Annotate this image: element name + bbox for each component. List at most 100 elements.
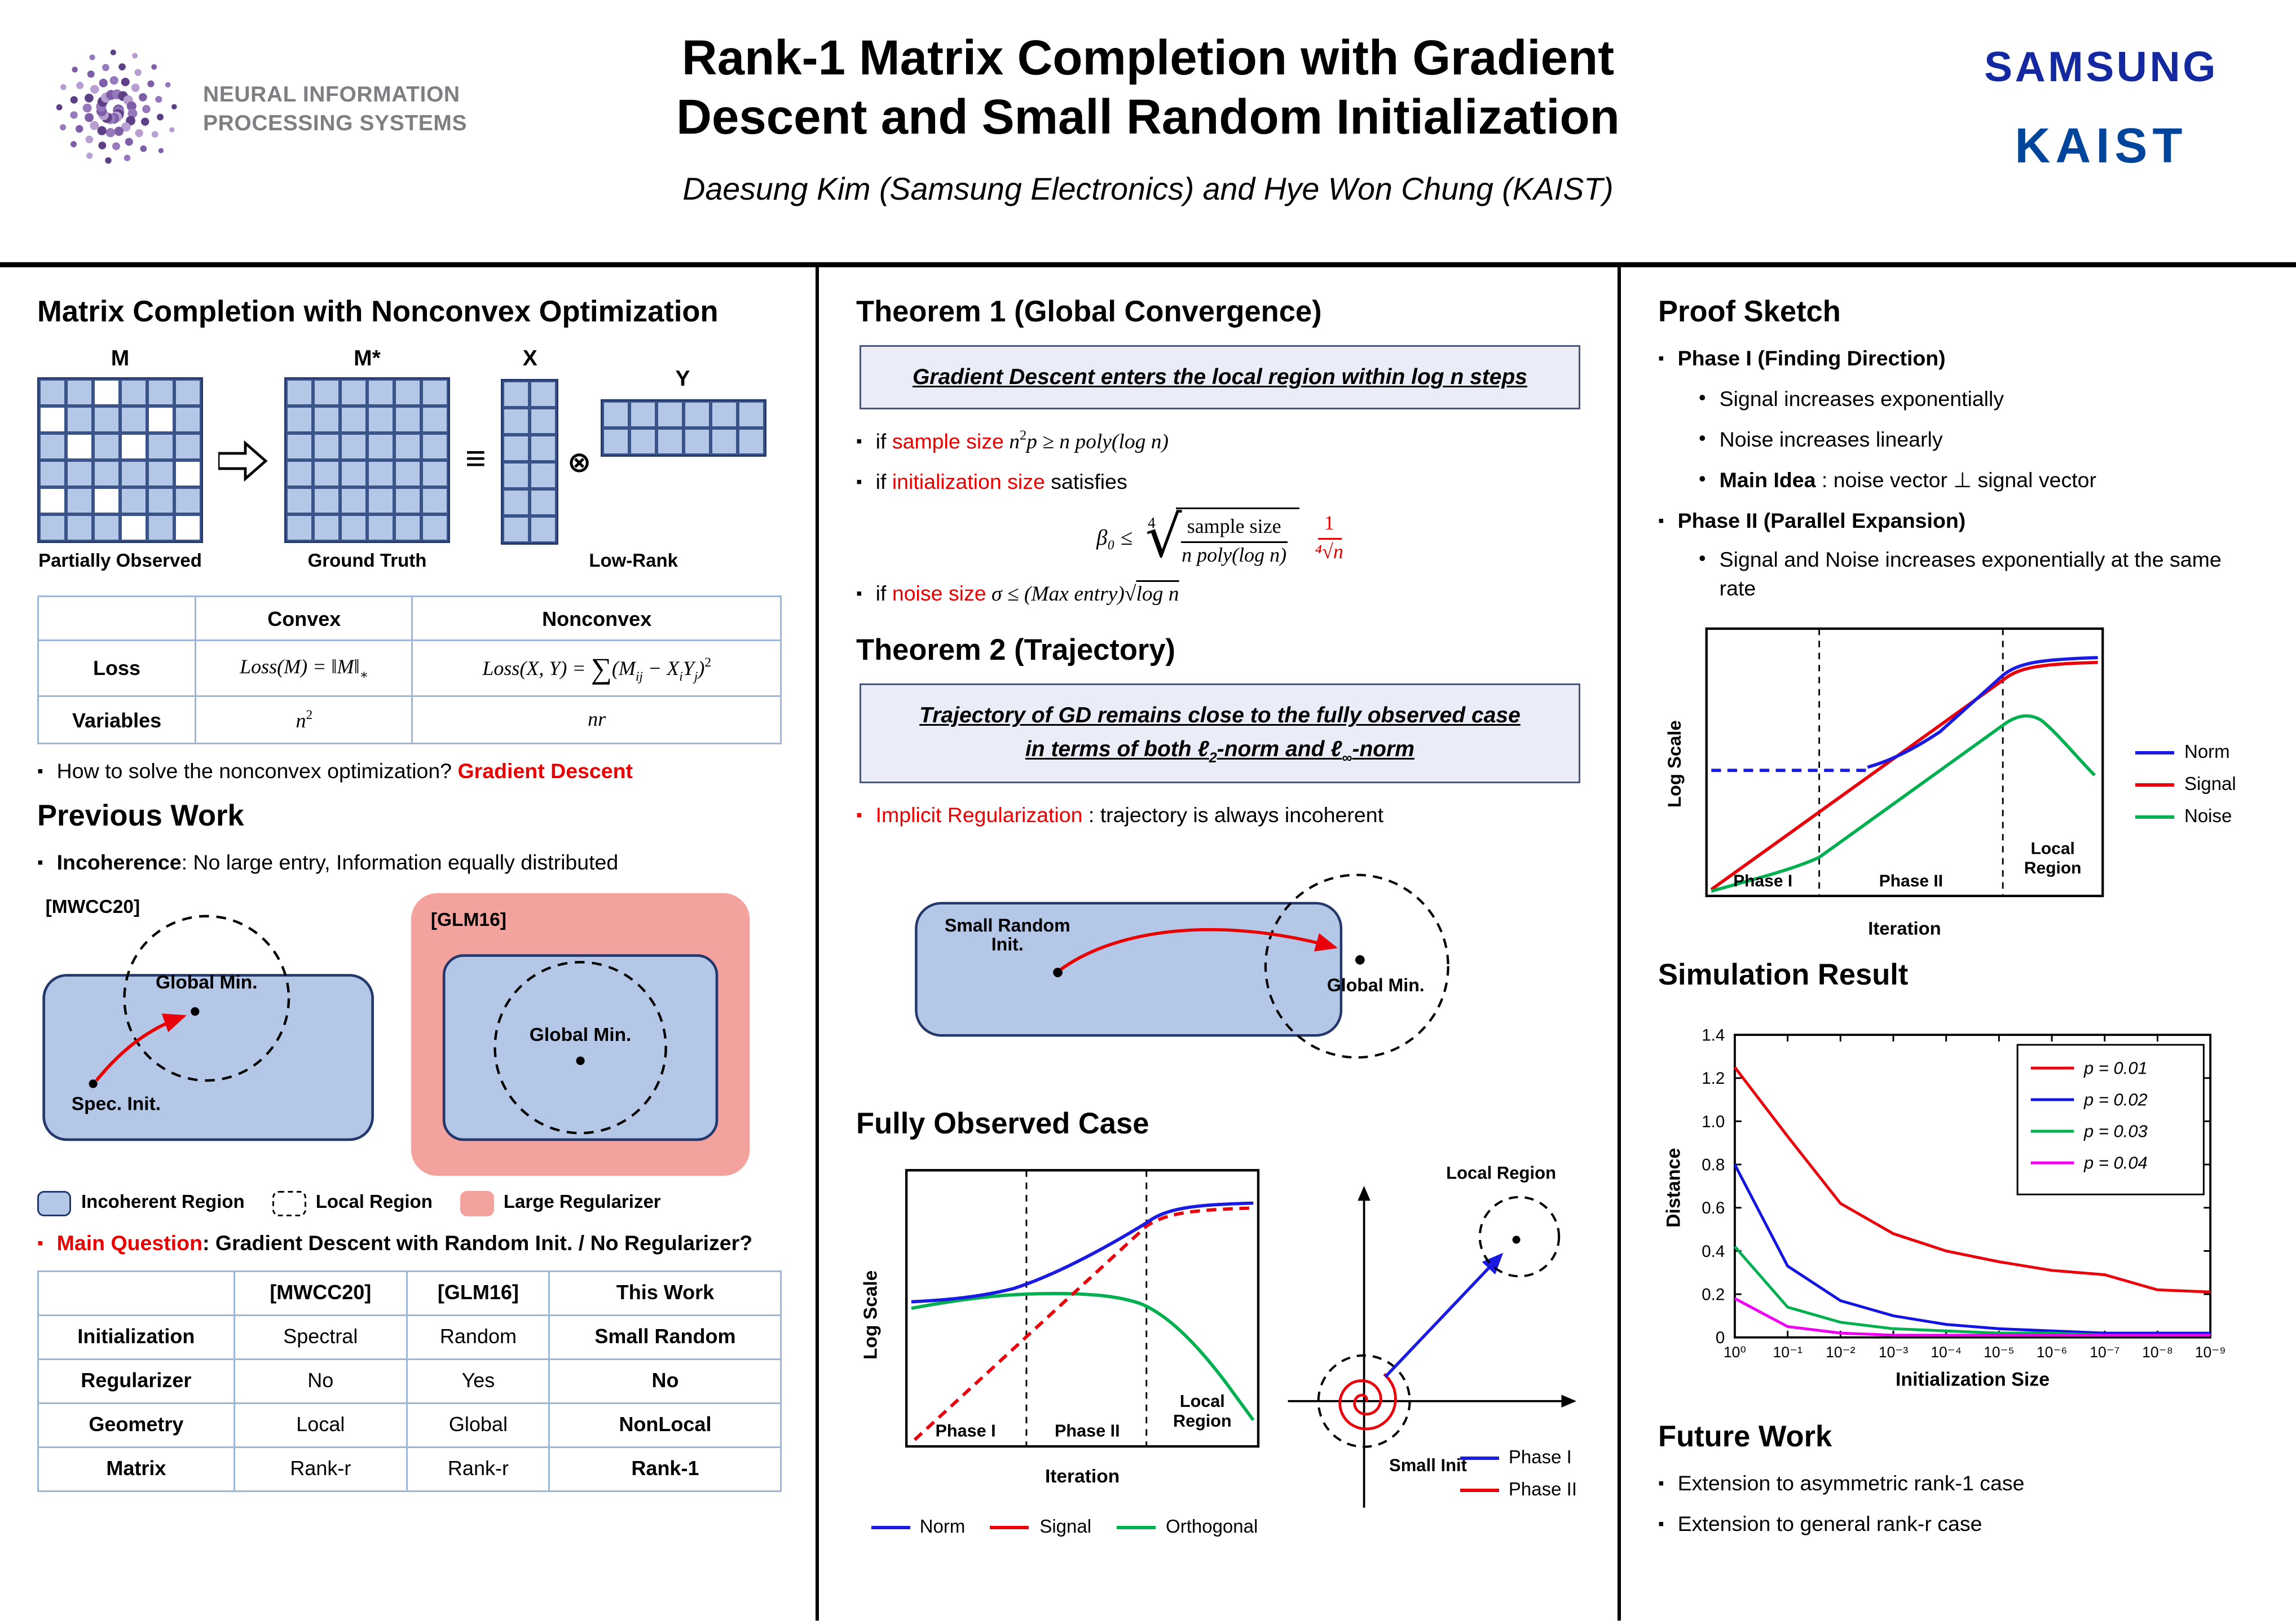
legend-item: Large Regularizer	[459, 1190, 661, 1216]
matrix-cell	[174, 487, 201, 514]
theorem1-heading: Theorem 1 (Global Convergence)	[856, 294, 1322, 328]
matrix-cell	[601, 401, 629, 428]
neurips-swirl-icon	[56, 49, 177, 164]
col-header-convex: Convex	[195, 595, 414, 641]
previous-work-diagrams: [MWCC20] Global Min. Spec. Init. [GLM16]…	[37, 889, 782, 1182]
matrix-cell	[147, 487, 174, 514]
matrix-cell	[421, 433, 448, 460]
matrix-cell	[503, 516, 530, 543]
matrix-cell	[530, 381, 557, 408]
compare-table-body: Initialization Spectral Random Small Random…	[37, 1313, 782, 1491]
phase1-bullet: Phase I (Finding Direction)	[1658, 345, 2262, 374]
column-3: Proof Sketch Phase I (Finding Direction)…	[1621, 267, 2296, 1621]
legend-line-icon	[2135, 751, 2174, 755]
matrix-cell	[709, 428, 737, 455]
legend-line-icon	[1117, 1525, 1156, 1529]
bullet-icon	[856, 468, 862, 497]
matrix-cell	[530, 462, 557, 489]
matrix-cell	[93, 514, 120, 541]
formula-denominator: n poly(log n)	[1182, 542, 1287, 567]
matrix-cell	[174, 460, 201, 487]
matrix-cell	[394, 433, 421, 460]
matrix-mstar	[284, 377, 450, 543]
phase1-label: Phase I	[936, 1421, 996, 1440]
svg-text:p = 0.01: p = 0.01	[2083, 1058, 2148, 1078]
gradient-descent-highlight: Gradient Descent	[457, 760, 633, 783]
matrix-cell	[503, 462, 530, 489]
table-row: Initialization Spectral Random Small Random	[37, 1313, 782, 1360]
phase2-label: Phase II	[1879, 872, 1943, 890]
table-row: Variables n2 nr	[37, 695, 782, 744]
matrix-cell	[682, 428, 710, 455]
svg-text:10⁻⁶: 10⁻⁶	[2037, 1344, 2067, 1361]
svg-text:p = 0.02: p = 0.02	[2083, 1090, 2148, 1110]
legend-item: Norm	[870, 1517, 965, 1537]
spiral-legend: Phase I Phase II	[1459, 1448, 1577, 1500]
section-heading-matrix-completion: Matrix Completion with Nonconvex Optimiz…	[37, 294, 719, 328]
matrix-cell	[39, 379, 66, 406]
col-header: This Work	[548, 1269, 782, 1316]
matrix-cell	[174, 433, 201, 460]
matrix-cell	[93, 433, 120, 460]
low-rank-group: X ⊗ Y Low-Rank	[501, 345, 766, 579]
proof-phase-chart: Log Scale Phase I Phase II Local Region I…	[1664, 628, 2104, 939]
column-2: Theorem 1 (Global Convergence) Gradient …	[816, 267, 1621, 1621]
matrix-cell	[340, 514, 367, 541]
initialization-size-bullet: if initialization size satisfies	[856, 468, 1584, 497]
fully-observed-chart: Log Scale Phase I Phase II Local Region I…	[861, 1168, 1260, 1486]
theorem1-statement-box: Gradient Descent enters the local region…	[860, 345, 1580, 409]
matrix-cell	[655, 428, 683, 455]
caption-partially-observed: Partially Observed	[38, 551, 202, 572]
matrix-cell	[530, 435, 557, 462]
table-cell: Small Random	[548, 1313, 782, 1360]
dot-icon	[1699, 386, 1706, 414]
matrix-cell	[39, 514, 66, 541]
neurips-logo: NEURAL INFORMATION PROCESSING SYSTEMS	[44, 41, 467, 179]
title-block: Rank-1 Matrix Completion with Gradient De…	[438, 30, 1859, 208]
matrix-cell	[174, 379, 201, 406]
svg-text:1.2: 1.2	[1702, 1070, 1725, 1088]
local-region-label: Local Region	[2024, 840, 2082, 877]
table-cell: Global	[406, 1401, 550, 1448]
y-axis-label: Distance	[1663, 1148, 1685, 1228]
poster-columns: Matrix Completion with Nonconvex Optimiz…	[0, 267, 2296, 1621]
table-row: Convex Nonconvex	[37, 595, 782, 641]
phase2-label: Phase II	[1055, 1421, 1120, 1440]
phase1-label: Phase I	[1733, 872, 1792, 890]
svg-text:10⁻⁵: 10⁻⁵	[1984, 1344, 2014, 1361]
matrix-cell	[286, 487, 313, 514]
matrix-cell	[421, 514, 448, 541]
matrix-cell	[655, 401, 683, 428]
matrix-cell	[39, 406, 66, 433]
svg-text:1.0: 1.0	[1702, 1113, 1725, 1131]
fully-observed-heading: Fully Observed Case	[856, 1106, 1149, 1140]
caption-ground-truth: Ground Truth	[307, 551, 427, 572]
matrix-cell	[120, 487, 147, 514]
matrix-cell	[313, 379, 340, 406]
svg-text:0.8: 0.8	[1702, 1156, 1725, 1175]
x-axis-label: Iteration	[1868, 918, 1941, 939]
matrix-cell	[367, 379, 394, 406]
row-label: Geometry	[37, 1401, 235, 1448]
incoherent-region-swatch	[37, 1190, 71, 1216]
svg-text:0.6: 0.6	[1702, 1199, 1725, 1217]
svg-text:0.2: 0.2	[1702, 1286, 1725, 1304]
svg-text:p = 0.04: p = 0.04	[2083, 1153, 2148, 1173]
small-random-init-label: Small Random Init.	[945, 915, 1070, 954]
matrix-cell	[503, 408, 530, 435]
col-header: [MWCC20]	[233, 1269, 408, 1316]
matrix-cell	[340, 433, 367, 460]
loss-convex-formula: Loss(M) = ‖M‖∗	[195, 639, 414, 697]
section-heading-previous-work: Previous Work	[37, 798, 244, 832]
bullet-icon	[1658, 345, 1664, 374]
comparison-table: [MWCC20] [GLM16] This Work Initializatio…	[37, 1269, 782, 1491]
matrix-cell	[340, 379, 367, 406]
table-cell: Spectral	[233, 1313, 408, 1360]
main-idea-bullet: Main Idea : noise vector ⊥ signal vector	[1699, 466, 2262, 495]
svg-text:1.4: 1.4	[1702, 1026, 1725, 1045]
matrix-x-label: X	[522, 345, 537, 370]
svg-text:10⁻⁸: 10⁻⁸	[2142, 1344, 2173, 1361]
theorem2-statement-box: Trajectory of GD remains close to the fu…	[860, 683, 1580, 783]
red-fraction: 1 ⁴√n	[1315, 511, 1343, 563]
col-header: [GLM16]	[406, 1269, 550, 1316]
